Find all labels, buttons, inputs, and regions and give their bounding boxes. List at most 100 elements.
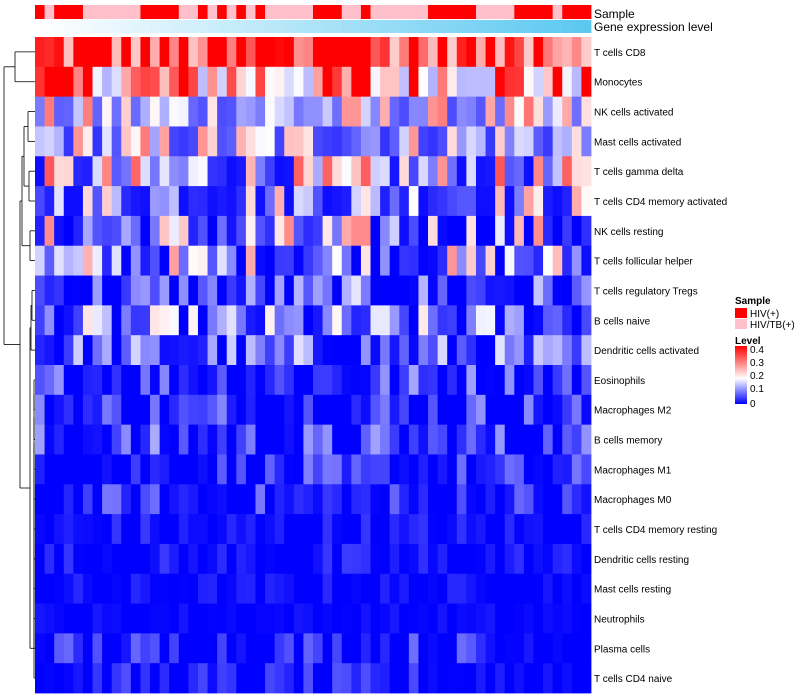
heatmap-cell [581,126,592,157]
heatmap-cell [322,603,333,634]
heatmap-cell [360,96,371,127]
heatmap-cell [197,514,208,545]
heatmap-cell [226,573,237,604]
heatmap-cell [313,156,323,187]
heatmap-cell [169,156,180,187]
heatmap-cell [370,484,381,515]
heatmap-cell [284,96,295,127]
heatmap-cell [447,454,458,485]
heatmap-cell [533,424,544,455]
heatmap-cell [236,394,247,426]
heatmap-cell [284,633,295,664]
heatmap-cell [236,66,247,98]
heatmap-cell [92,365,103,396]
heatmap-cell [341,365,352,396]
heatmap-cell [351,215,362,247]
heatmap-cell [121,663,132,694]
heatmap-cell [370,96,381,127]
heatmap-cell [475,603,486,634]
heatmap-cell [447,66,458,98]
heatmap-cell [562,186,573,217]
heatmap-cell [447,484,458,515]
heatmap-cell [44,96,55,127]
heatmap-cell [236,603,247,634]
heatmap-cell [456,484,467,515]
heatmap-cell [341,454,352,485]
gene-expression-annotation-cell [54,20,65,33]
heatmap-cell [265,514,276,545]
heatmap-cell [581,424,592,455]
heatmap-cell [389,126,400,157]
heatmap-cell [265,66,276,98]
heatmap-cell [73,573,84,604]
heatmap-cell [284,484,295,515]
heatmap-cell [274,215,285,247]
sample-annotation-cell [140,5,151,19]
gene-expression-annotation-cell [284,20,295,33]
heatmap-cell [437,186,448,217]
heatmap-cell [82,514,93,545]
heatmap-cell [140,245,151,276]
heatmap-cell [428,156,439,187]
heatmap-cell [341,633,352,664]
heatmap-cell [428,305,439,336]
heatmap-cell [130,305,141,336]
heatmap-cell [63,156,74,187]
heatmap-cell [255,633,266,664]
colorbar [735,346,747,404]
heatmap-cell [102,37,113,68]
heatmap-cell [428,424,439,455]
heatmap-cell [121,186,132,217]
heatmap-cell [207,365,218,396]
sample-annotation-cell [82,5,93,19]
gene-expression-annotation-cell [255,20,266,33]
heatmap-cell [485,305,496,336]
heatmap-cell [236,186,247,217]
heatmap-cell [140,484,151,515]
heatmap-cell [130,424,141,455]
heatmap-cell [351,156,362,187]
heatmap-cell [159,394,170,426]
heatmap-cell [562,394,573,426]
heatmap-cell [380,573,391,604]
heatmap-cell [92,633,103,664]
heatmap-cell [284,156,295,187]
heatmap-cell [236,305,247,336]
heatmap-cell [150,156,161,187]
heatmap-cell [102,275,113,306]
heatmap-cell [351,633,362,664]
heatmap-cell [54,454,65,485]
sample-annotation-cell [514,5,525,19]
heatmap-cell [581,305,592,336]
heatmap-cell [150,335,161,366]
heatmap-cell [35,573,45,604]
heatmap-cell [428,66,439,98]
heatmap-cell [428,186,439,217]
heatmap-cell [303,126,314,157]
heatmap-cell [418,454,429,485]
heatmap-cell [485,245,496,276]
heatmap-cell [360,603,371,634]
heatmap-cell [360,514,371,545]
heatmap-cell [341,186,352,217]
heatmap-cell [332,156,343,187]
heatmap-cell [159,96,170,127]
heatmap-cell [207,633,218,664]
heatmap-cell [82,543,93,575]
heatmap-cell [217,365,228,396]
heatmap-cell [217,305,228,336]
heatmap-cell [514,305,525,336]
heatmap-cell [63,96,74,127]
heatmap-cell [399,66,410,98]
heatmap-cell [523,186,534,217]
sample-annotation-cell [437,5,448,19]
heatmap-cell [284,663,295,694]
heatmap-cell [140,126,151,157]
heatmap-cell [437,394,448,426]
heatmap-cell [370,365,381,396]
heatmap-cell [437,96,448,127]
sample-annotation-cell [92,5,103,19]
heatmap-cell [370,245,381,276]
heatmap-cell [63,424,74,455]
sample-annotation-cell [274,5,285,19]
